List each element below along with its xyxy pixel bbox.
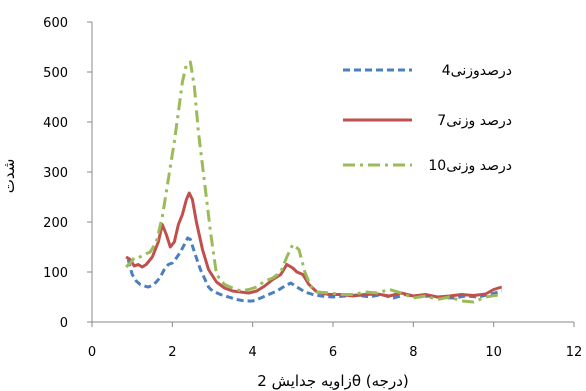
x-tick-label: 4: [249, 345, 257, 360]
legend-label-2: 7درصد وزنی: [437, 113, 512, 129]
y-tick-label: 300: [43, 166, 68, 181]
y-axis-title: شدت: [0, 159, 18, 194]
x-tick-label: 8: [409, 345, 417, 360]
x-tick-label: 12: [566, 345, 583, 360]
series-line-3: [125, 60, 502, 304]
plot-area: [125, 60, 503, 304]
x-tick-label: 0: [88, 345, 96, 360]
legend-label-3: 10درصد وزنی: [428, 158, 512, 174]
tick-labels: 0 2 4 6 8 10 12 0 100 200 300 400 500 600: [43, 16, 582, 360]
legend: 4درصدوزنی 7درصد وزنی 10درصد وزنی: [343, 63, 512, 174]
legend-label-1: 4درصدوزنی: [442, 63, 512, 79]
y-tick-label: 500: [43, 66, 68, 81]
y-tick-label: 0: [60, 316, 68, 331]
series-line-1: [126, 236, 503, 303]
y-tick-label: 100: [43, 266, 68, 281]
x-axis-title: زاویه جدایش 2θ (درجه): [257, 372, 409, 390]
x-tick-label: 2: [168, 345, 176, 360]
x-tick-label: 10: [485, 345, 502, 360]
x-tick-label: 6: [329, 345, 337, 360]
axes: [87, 21, 575, 327]
y-tick-label: 600: [43, 16, 68, 31]
y-tick-label: 200: [43, 216, 68, 231]
y-tick-label: 400: [43, 116, 68, 131]
